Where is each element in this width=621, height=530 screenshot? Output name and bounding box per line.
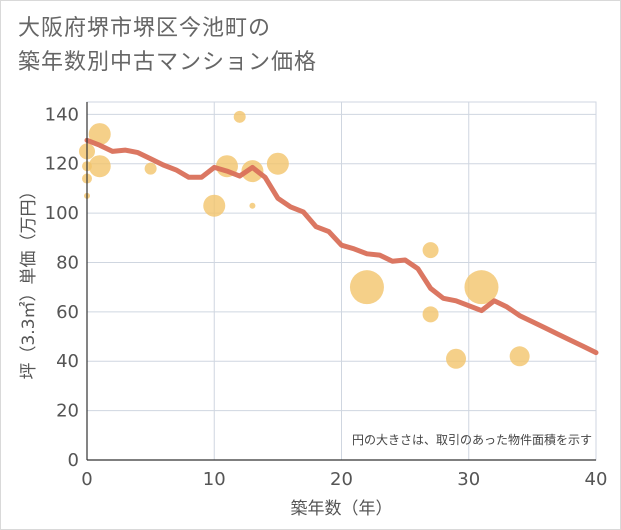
bubble-point — [144, 162, 157, 175]
bubble-point — [446, 348, 467, 369]
grid-lines — [87, 102, 596, 460]
axes: 0 10 20 30 40 0 20 40 60 80 100 120 140 — [45, 102, 608, 490]
bubble-point — [422, 242, 439, 259]
bubble-point — [266, 152, 289, 175]
bubble-point — [241, 160, 264, 183]
x-tick-label: 40 — [585, 469, 608, 490]
chart-title-line1: 大阪府堺市堺区今池町の — [18, 16, 272, 41]
y-tick-label: 20 — [56, 401, 79, 422]
x-axis-label: 築年数（年） — [291, 499, 393, 519]
y-tick-label: 100 — [45, 203, 79, 224]
y-tick-label: 140 — [45, 104, 79, 125]
bubble-point — [88, 155, 111, 178]
bubble-point — [509, 346, 530, 367]
y-tick-label: 0 — [68, 450, 79, 471]
bubble-point — [249, 202, 256, 209]
bubble-point — [464, 270, 499, 305]
bubble-point — [422, 306, 439, 323]
bubble-point — [88, 123, 111, 146]
chart-title-line2: 築年数別中古マンション価格 — [18, 50, 318, 75]
bubble-point — [203, 194, 226, 217]
y-tick-label: 120 — [45, 154, 79, 175]
bubble-series — [79, 110, 530, 369]
x-tick-label: 0 — [81, 469, 92, 490]
y-tick-label: 40 — [56, 351, 79, 372]
bubble-point — [233, 110, 246, 123]
y-tick-label: 60 — [56, 302, 79, 323]
trend-line — [84, 137, 599, 356]
chart-title: 大阪府堺市堺区今池町の 築年数別中古マンション価格 — [18, 12, 317, 80]
x-tick-label: 10 — [203, 469, 226, 490]
y-tick-label: 80 — [56, 252, 79, 273]
bubble-point — [349, 270, 384, 305]
x-tick-label: 20 — [330, 469, 353, 490]
y-axis-label: 坪（3.3㎡）単価（万円） — [19, 182, 39, 379]
x-tick-label: 30 — [457, 469, 480, 490]
size-note: 円の大きさは、取引のあった物件面積を示す — [352, 432, 592, 447]
